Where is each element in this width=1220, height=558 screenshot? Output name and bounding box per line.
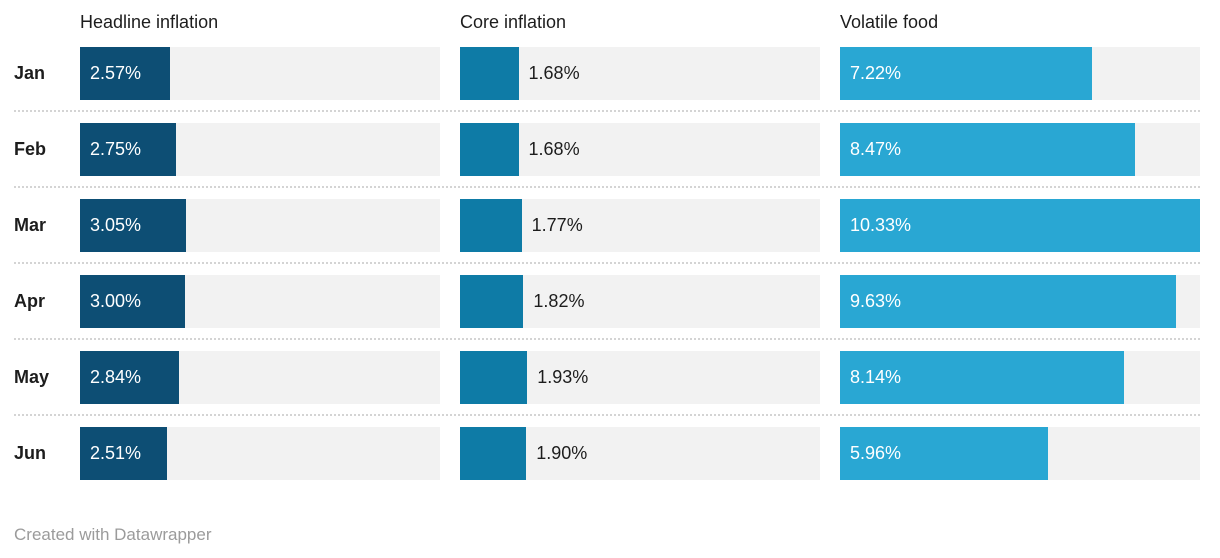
bar-value-label: 5.96% — [850, 443, 902, 463]
bar — [80, 47, 170, 100]
bar — [460, 47, 519, 100]
bar-value-label: 1.68% — [528, 63, 580, 83]
chart-row: Jan 2.57% 1.68% 7.22% — [14, 47, 1200, 100]
bar-track: 1.93% — [460, 351, 820, 404]
bar — [460, 123, 519, 176]
bar-track: 5.96% — [840, 427, 1200, 480]
chart-row: Apr 3.00% 1.82% 9.63% — [14, 275, 1200, 328]
bar-value-label: 7.22% — [850, 63, 902, 83]
bar — [460, 427, 527, 480]
bar — [840, 351, 1124, 404]
row-label: Jun — [14, 443, 47, 463]
bar — [840, 199, 1200, 252]
row-label: Feb — [14, 139, 47, 159]
column-headers: Headline inflation Core inflation Volati… — [14, 12, 1200, 33]
bar-track: 2.51% — [80, 427, 440, 480]
bar-value-label: 2.75% — [90, 139, 142, 159]
bar-value-label: 2.84% — [90, 367, 142, 387]
bar — [840, 47, 1092, 100]
row-label: Apr — [14, 291, 45, 311]
row-label: May — [14, 367, 50, 387]
bar-value-label: 8.14% — [850, 367, 902, 387]
bar-value-label: 2.57% — [90, 63, 142, 83]
bar-value-label: 9.63% — [850, 291, 902, 311]
bar-value-label: 1.77% — [531, 215, 583, 235]
row-separator — [14, 262, 1200, 264]
bar — [80, 351, 179, 404]
bar-track: 8.14% — [840, 351, 1200, 404]
row-separator — [14, 414, 1200, 416]
bar-value-label: 1.82% — [533, 291, 585, 311]
bar-value-label: 1.93% — [537, 367, 589, 387]
header-spacer — [14, 12, 60, 33]
bar — [460, 351, 528, 404]
chart-row: Jun 2.51% 1.90% 5.96% — [14, 427, 1200, 480]
bar — [80, 199, 187, 252]
row-label: Jan — [14, 63, 46, 83]
row-separator — [14, 186, 1200, 188]
bar-track: 1.77% — [460, 199, 820, 252]
bar-track: 1.90% — [460, 427, 820, 480]
chart-rows: Jan 2.57% 1.68% 7.22% Feb 2.75% 1.68% 8.47% Mar 3… — [14, 47, 1200, 480]
row-label: Mar — [14, 215, 47, 235]
datawrapper-credit[interactable]: Created with Datawrapper — [14, 525, 212, 544]
bar-track: 7.22% — [840, 47, 1200, 100]
bar — [840, 427, 1048, 480]
bar-track: 1.68% — [460, 47, 820, 100]
bar-track: 1.68% — [460, 123, 820, 176]
bar — [80, 275, 185, 328]
chart-row: May 2.84% 1.93% 8.14% — [14, 351, 1200, 404]
bar-value-label: 1.90% — [536, 443, 588, 463]
chart-row: Feb 2.75% 1.68% 8.47% — [14, 123, 1200, 176]
bar-track: 10.33% — [840, 199, 1200, 252]
bar — [80, 427, 168, 480]
bar-track: 8.47% — [840, 123, 1200, 176]
bar-value-label: 8.47% — [850, 139, 902, 159]
bar-value-label: 10.33% — [850, 215, 912, 235]
bar-value-label: 2.51% — [90, 443, 142, 463]
column-header-core-inflation: Core inflation — [460, 12, 567, 32]
row-separator — [14, 110, 1200, 112]
chart-row: Mar 3.05% 1.77% 10.33% — [14, 199, 1200, 252]
bar-track: 1.82% — [460, 275, 820, 328]
bar — [840, 275, 1176, 328]
bar — [840, 123, 1136, 176]
bar — [460, 199, 522, 252]
column-header-headline-inflation: Headline inflation — [80, 12, 219, 32]
bar-track: 9.63% — [840, 275, 1200, 328]
bar-track: 3.00% — [80, 275, 440, 328]
bar-value-label: 3.05% — [90, 215, 142, 235]
bar-track: 2.57% — [80, 47, 440, 100]
bar — [460, 275, 524, 328]
row-separator — [14, 338, 1200, 340]
bar-value-label: 3.00% — [90, 291, 142, 311]
bar — [80, 123, 176, 176]
column-header-volatile-food: Volatile food — [840, 12, 939, 32]
bar-track: 3.05% — [80, 199, 440, 252]
bar-track: 2.75% — [80, 123, 440, 176]
bar-value-label: 1.68% — [528, 139, 580, 159]
bar-track: 2.84% — [80, 351, 440, 404]
